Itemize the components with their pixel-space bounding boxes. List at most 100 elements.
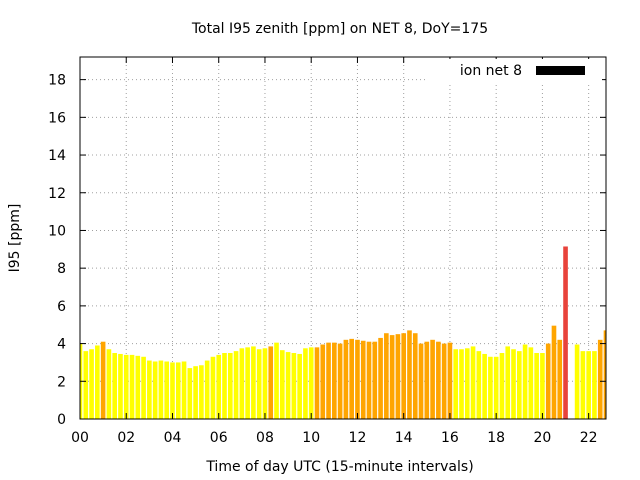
bar bbox=[592, 351, 597, 419]
x-axis-label: Time of day UTC (15-minute intervals) bbox=[205, 459, 473, 475]
bar bbox=[597, 339, 603, 419]
bar bbox=[314, 347, 320, 419]
legend-label: ion net 8 bbox=[460, 63, 522, 79]
y-tick-label: 8 bbox=[57, 261, 66, 277]
bar bbox=[360, 340, 366, 419]
bar bbox=[233, 351, 239, 419]
bar bbox=[343, 339, 349, 419]
bar bbox=[459, 349, 464, 419]
bar bbox=[447, 342, 453, 419]
y-tick-label: 6 bbox=[57, 299, 66, 315]
bar bbox=[106, 349, 112, 419]
bar bbox=[534, 353, 539, 419]
bar bbox=[545, 343, 551, 419]
bar bbox=[118, 353, 123, 419]
bar bbox=[274, 342, 279, 419]
bar bbox=[256, 349, 262, 419]
chart-title: Total I95 zenith [ppm] on NET 8, DoY=175 bbox=[191, 21, 488, 37]
bar bbox=[511, 349, 516, 419]
bar bbox=[557, 339, 563, 419]
grid bbox=[80, 57, 606, 419]
bar bbox=[164, 361, 170, 419]
bar bbox=[170, 362, 175, 419]
x-tick-label: 10 bbox=[302, 430, 320, 446]
bar bbox=[89, 349, 94, 419]
bar bbox=[464, 348, 470, 419]
bar bbox=[522, 344, 528, 419]
bar bbox=[482, 353, 487, 419]
bar bbox=[193, 366, 198, 419]
y-tick-label: 18 bbox=[48, 73, 66, 89]
bar bbox=[227, 353, 233, 419]
bar bbox=[337, 343, 343, 419]
bar bbox=[308, 347, 314, 419]
bar bbox=[430, 339, 435, 419]
y-tick-label: 0 bbox=[57, 412, 66, 428]
bar bbox=[279, 350, 285, 419]
bar bbox=[418, 343, 424, 419]
x-tick-label: 12 bbox=[349, 430, 367, 446]
x-tick-label: 22 bbox=[580, 430, 598, 446]
bar bbox=[239, 348, 245, 419]
bar bbox=[516, 351, 522, 419]
bar bbox=[268, 346, 274, 419]
bar bbox=[210, 356, 216, 419]
bar bbox=[262, 348, 268, 419]
bar bbox=[175, 362, 181, 419]
bar bbox=[147, 360, 152, 419]
bar bbox=[488, 356, 493, 419]
bar bbox=[326, 342, 331, 419]
x-tick-label: 20 bbox=[534, 430, 552, 446]
bars bbox=[80, 246, 606, 419]
bar bbox=[320, 344, 326, 419]
bar bbox=[453, 349, 459, 419]
bar bbox=[297, 353, 302, 419]
x-tick-label: 06 bbox=[210, 430, 228, 446]
y-tick-label: 2 bbox=[57, 374, 66, 390]
bar bbox=[505, 346, 511, 419]
bar bbox=[199, 365, 204, 419]
bar bbox=[181, 361, 187, 419]
x-tick-label: 08 bbox=[256, 430, 274, 446]
y-tick-label: 12 bbox=[48, 186, 66, 202]
bar bbox=[245, 347, 250, 419]
bar bbox=[395, 334, 401, 419]
bar bbox=[141, 356, 146, 419]
x-tick-label: 18 bbox=[487, 430, 505, 446]
legend-swatch bbox=[536, 66, 585, 75]
bar bbox=[424, 341, 430, 419]
plot-frame bbox=[79, 56, 607, 420]
bar bbox=[129, 354, 135, 419]
y-tick-label: 16 bbox=[48, 110, 66, 126]
bar bbox=[499, 353, 505, 419]
x-tick-label: 00 bbox=[71, 430, 89, 446]
bar bbox=[378, 337, 383, 419]
bar bbox=[372, 341, 378, 419]
bar bbox=[389, 335, 395, 419]
bar bbox=[123, 354, 129, 419]
bar bbox=[528, 347, 534, 419]
bar bbox=[574, 344, 580, 419]
x-tick-label: 02 bbox=[117, 430, 135, 446]
bar bbox=[476, 351, 482, 419]
bar bbox=[152, 361, 158, 419]
bar bbox=[100, 341, 106, 419]
bar bbox=[551, 325, 557, 419]
y-tick-label: 4 bbox=[57, 337, 66, 353]
bar bbox=[366, 341, 372, 419]
legend: ion net 8 bbox=[428, 59, 602, 82]
bar bbox=[355, 339, 360, 419]
bar bbox=[441, 343, 447, 419]
bar bbox=[158, 360, 164, 419]
bar bbox=[112, 353, 117, 419]
bar bbox=[586, 351, 591, 419]
bar bbox=[349, 338, 354, 419]
bar bbox=[412, 333, 418, 419]
bar bbox=[470, 346, 476, 419]
bar bbox=[285, 352, 291, 419]
bar bbox=[580, 351, 586, 419]
bar bbox=[222, 353, 227, 419]
bar bbox=[216, 354, 222, 419]
